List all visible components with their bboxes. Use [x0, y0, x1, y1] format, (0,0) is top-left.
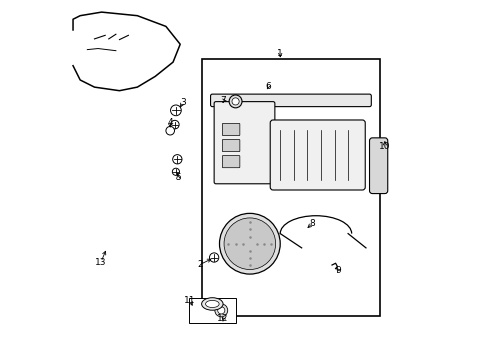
FancyBboxPatch shape — [222, 156, 240, 168]
Text: 4: 4 — [167, 118, 173, 127]
Circle shape — [170, 105, 181, 116]
Text: 12: 12 — [217, 314, 228, 323]
Text: 9: 9 — [335, 266, 340, 275]
FancyBboxPatch shape — [210, 94, 370, 107]
Circle shape — [170, 120, 179, 129]
FancyBboxPatch shape — [189, 298, 235, 323]
Text: 5: 5 — [175, 173, 181, 182]
Circle shape — [172, 155, 182, 164]
FancyBboxPatch shape — [222, 123, 240, 136]
Text: 2: 2 — [197, 260, 202, 269]
FancyBboxPatch shape — [214, 102, 274, 184]
Text: 6: 6 — [265, 82, 271, 91]
Circle shape — [217, 307, 224, 314]
FancyBboxPatch shape — [369, 138, 387, 194]
FancyBboxPatch shape — [270, 120, 365, 190]
Circle shape — [231, 98, 239, 105]
Ellipse shape — [201, 298, 223, 310]
Text: 1: 1 — [277, 49, 283, 58]
FancyBboxPatch shape — [222, 139, 240, 152]
Circle shape — [165, 126, 174, 135]
Circle shape — [209, 253, 218, 262]
Text: 13: 13 — [95, 258, 106, 267]
Circle shape — [214, 304, 227, 317]
Circle shape — [219, 213, 280, 274]
Text: 11: 11 — [184, 296, 196, 305]
FancyBboxPatch shape — [201, 59, 380, 316]
Ellipse shape — [205, 300, 219, 307]
Circle shape — [229, 95, 242, 108]
Text: 3: 3 — [180, 98, 185, 107]
Circle shape — [172, 168, 179, 175]
Circle shape — [224, 218, 275, 270]
Text: 8: 8 — [309, 219, 315, 228]
Text: 10: 10 — [378, 141, 390, 150]
Text: 7: 7 — [220, 96, 225, 105]
